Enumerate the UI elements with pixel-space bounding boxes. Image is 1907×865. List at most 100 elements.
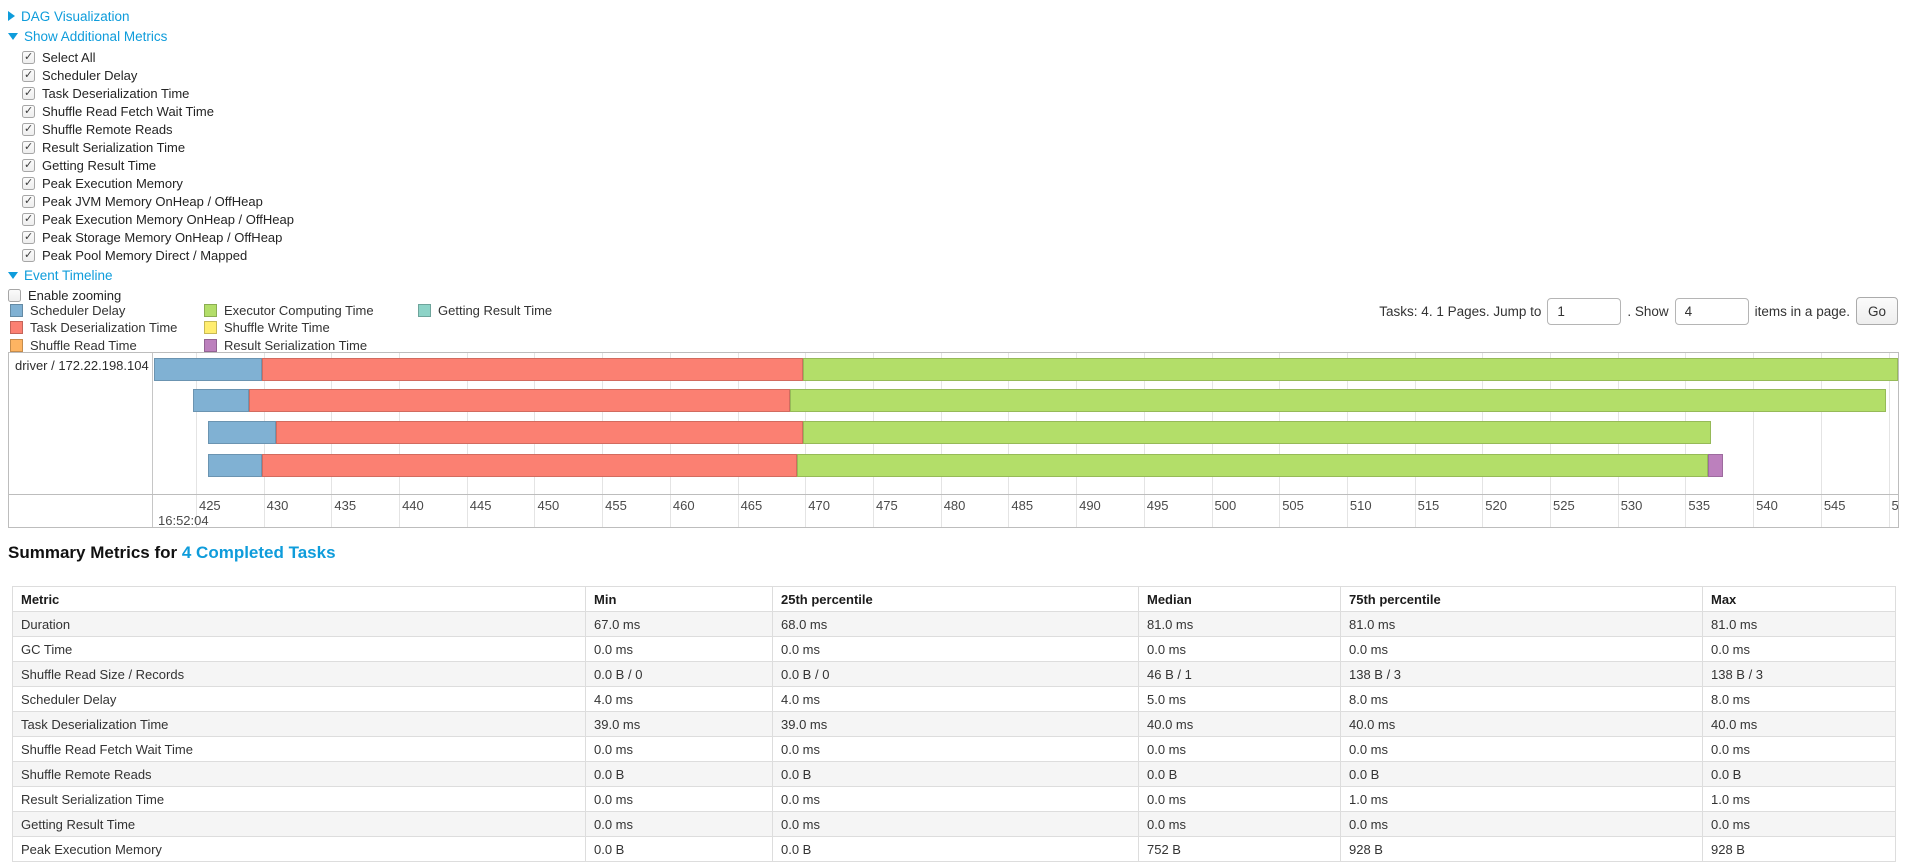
checkbox-icon[interactable] [22, 212, 35, 226]
metric-value-cell: 0.0 ms [585, 786, 773, 812]
completed-tasks-link[interactable]: 4 Completed Tasks [181, 543, 336, 562]
chevron-down-icon [8, 32, 18, 40]
metric-value-cell: 0.0 ms [1702, 636, 1896, 662]
stage-controls: DAG Visualization Show Additional Metric… [8, 8, 294, 304]
timeline-segment-scheduler-delay[interactable] [208, 421, 276, 444]
metric-checkbox-label: Peak Storage Memory OnHeap / OffHeap [42, 229, 283, 245]
metric-checkbox-task-deserialization-time[interactable]: Task Deserialization Time [22, 84, 294, 102]
checkbox-icon[interactable] [22, 140, 35, 154]
metric-checkbox-label: Peak Execution Memory OnHeap / OffHeap [42, 211, 294, 227]
metric-checkbox-peak-pool-memory-direct-mapped[interactable]: Peak Pool Memory Direct / Mapped [22, 246, 294, 264]
metric-name-cell: Scheduler Delay [12, 686, 586, 712]
timeline-segment-scheduler-delay[interactable] [154, 358, 263, 381]
metric-checkbox-peak-execution-memory-onheap-offheap[interactable]: Peak Execution Memory OnHeap / OffHeap [22, 210, 294, 228]
metric-value-cell: 752 B [1138, 836, 1341, 862]
table-header-cell: Metric [12, 586, 586, 612]
metric-checkbox-shuffle-remote-reads[interactable]: Shuffle Remote Reads [22, 120, 294, 138]
metric-checkbox-scheduler-delay[interactable]: Scheduler Delay [22, 66, 294, 84]
timeline-segment-scheduler-delay[interactable] [208, 454, 263, 477]
items-per-page-input[interactable] [1674, 297, 1749, 325]
metric-value-cell: 0.0 ms [1138, 811, 1341, 837]
legend-item-label: Getting Result Time [438, 302, 553, 318]
show-additional-metrics-toggle[interactable]: Show Additional Metrics [8, 28, 294, 44]
metric-value-cell: 0.0 ms [585, 636, 773, 662]
metric-checkbox-label: Shuffle Remote Reads [42, 121, 173, 137]
timeline-tick-label: 445 [469, 498, 492, 513]
metric-value-cell: 67.0 ms [585, 611, 773, 637]
metric-checkbox-peak-storage-memory-onheap-offheap[interactable]: Peak Storage Memory OnHeap / OffHeap [22, 228, 294, 246]
legend-swatch-icon [418, 303, 431, 317]
timeline-tick-label: 495 [1146, 498, 1169, 513]
checkbox-icon[interactable] [22, 248, 35, 262]
timeline-segment-task-deserialization-time[interactable] [262, 358, 803, 381]
metric-checkbox-peak-execution-memory[interactable]: Peak Execution Memory [22, 174, 294, 192]
event-timeline-chart: driver / 172.22.198.104 425 430 435 440 445 4… [8, 352, 1899, 528]
task-timeline-bar [154, 454, 1898, 477]
checkbox-icon[interactable] [8, 288, 21, 302]
timeline-segment-task-deserialization-time[interactable] [275, 421, 803, 444]
timeline-tick-label: 520 [1485, 498, 1507, 513]
metric-value-cell: 0.0 ms [772, 786, 1139, 812]
checkbox-icon[interactable] [22, 158, 35, 172]
table-header-cell: Min [585, 586, 773, 612]
legend-item: Executor Computing Time [204, 303, 392, 318]
metric-checkbox-label: Getting Result Time [42, 157, 157, 173]
checkbox-icon[interactable] [22, 230, 35, 244]
timeline-segment-scheduler-delay[interactable] [193, 389, 249, 412]
timeline-tick-label: 510 [1349, 498, 1372, 513]
task-timeline-bar [154, 421, 1898, 444]
checkbox-icon[interactable] [22, 194, 35, 208]
metric-checkbox-result-serialization-time[interactable]: Result Serialization Time [22, 138, 294, 156]
checkbox-icon[interactable] [22, 50, 35, 64]
jump-to-page-input[interactable] [1547, 297, 1622, 325]
legend-column: Getting Result Time [418, 303, 552, 352]
checkbox-icon[interactable] [22, 86, 35, 100]
checkbox-icon[interactable] [22, 176, 35, 190]
timeline-segment-task-deserialization-time[interactable] [248, 389, 791, 412]
timeline-segment-executor-computing-time[interactable] [797, 454, 1709, 477]
go-button[interactable]: Go [1855, 297, 1898, 325]
metric-name-cell: Task Deserialization Time [12, 711, 586, 737]
show-additional-metrics-label: Show Additional Metrics [24, 28, 168, 44]
metric-checkbox-select-all[interactable]: Select All [22, 48, 294, 66]
metric-value-cell: 0.0 B [585, 761, 773, 787]
metric-value-cell: 40.0 ms [1138, 711, 1341, 737]
timeline-segment-executor-computing-time[interactable] [802, 358, 1898, 381]
enable-zooming-checkbox[interactable]: Enable zooming [8, 286, 294, 304]
metric-value-cell: 0.0 B [1138, 761, 1341, 787]
metric-value-cell: 39.0 ms [772, 711, 1139, 737]
legend-item-label: Shuffle Read Time [30, 337, 137, 353]
checkbox-icon[interactable] [22, 122, 35, 136]
timeline-segment-result-serialization-time[interactable] [1708, 454, 1724, 477]
dag-visualization-toggle[interactable]: DAG Visualization [8, 8, 294, 24]
timeline-segment-executor-computing-time[interactable] [802, 421, 1712, 444]
timeline-tick-label: 440 [402, 498, 424, 513]
metric-checkbox-getting-result-time[interactable]: Getting Result Time [22, 156, 294, 174]
legend-swatch-icon [204, 321, 217, 334]
metric-checkbox-peak-jvm-memory-onheap-offheap[interactable]: Peak JVM Memory OnHeap / OffHeap [22, 192, 294, 210]
metric-value-cell: 0.0 B [585, 836, 773, 862]
timeline-tick-label: 505 [1282, 498, 1304, 513]
metric-value-cell: 928 B [1702, 836, 1896, 862]
timeline-legend: Scheduler Delay Task Deserialization Time… [10, 303, 552, 353]
metric-value-cell: 81.0 ms [1340, 611, 1703, 637]
metric-value-cell: 0.0 B [1702, 761, 1896, 787]
timeline-group-column: driver / 172.22.198.104 [9, 353, 153, 527]
timeline-gridline [195, 353, 197, 527]
metric-checkbox-label: Shuffle Read Fetch Wait Time [42, 103, 214, 119]
event-timeline-toggle[interactable]: Event Timeline [8, 267, 294, 283]
metric-value-cell: 138 B / 3 [1702, 661, 1896, 687]
timeline-tick-label: 470 [808, 498, 830, 513]
checkbox-icon[interactable] [22, 104, 35, 118]
metric-value-cell: 39.0 ms [585, 711, 773, 737]
timeline-segment-executor-computing-time[interactable] [790, 389, 1886, 412]
metric-value-cell: 0.0 B / 0 [772, 661, 1139, 687]
timeline-segment-task-deserialization-time[interactable] [262, 454, 798, 477]
metric-value-cell: 0.0 ms [1340, 736, 1703, 762]
metric-name-cell: Result Serialization Time [12, 786, 586, 812]
legend-item: Shuffle Write Time [204, 320, 392, 335]
metric-checkbox-shuffle-read-fetch-wait-time[interactable]: Shuffle Read Fetch Wait Time [22, 102, 294, 120]
legend-item: Scheduler Delay [10, 303, 178, 318]
metric-value-cell: 81.0 ms [1138, 611, 1341, 637]
checkbox-icon[interactable] [22, 68, 35, 82]
